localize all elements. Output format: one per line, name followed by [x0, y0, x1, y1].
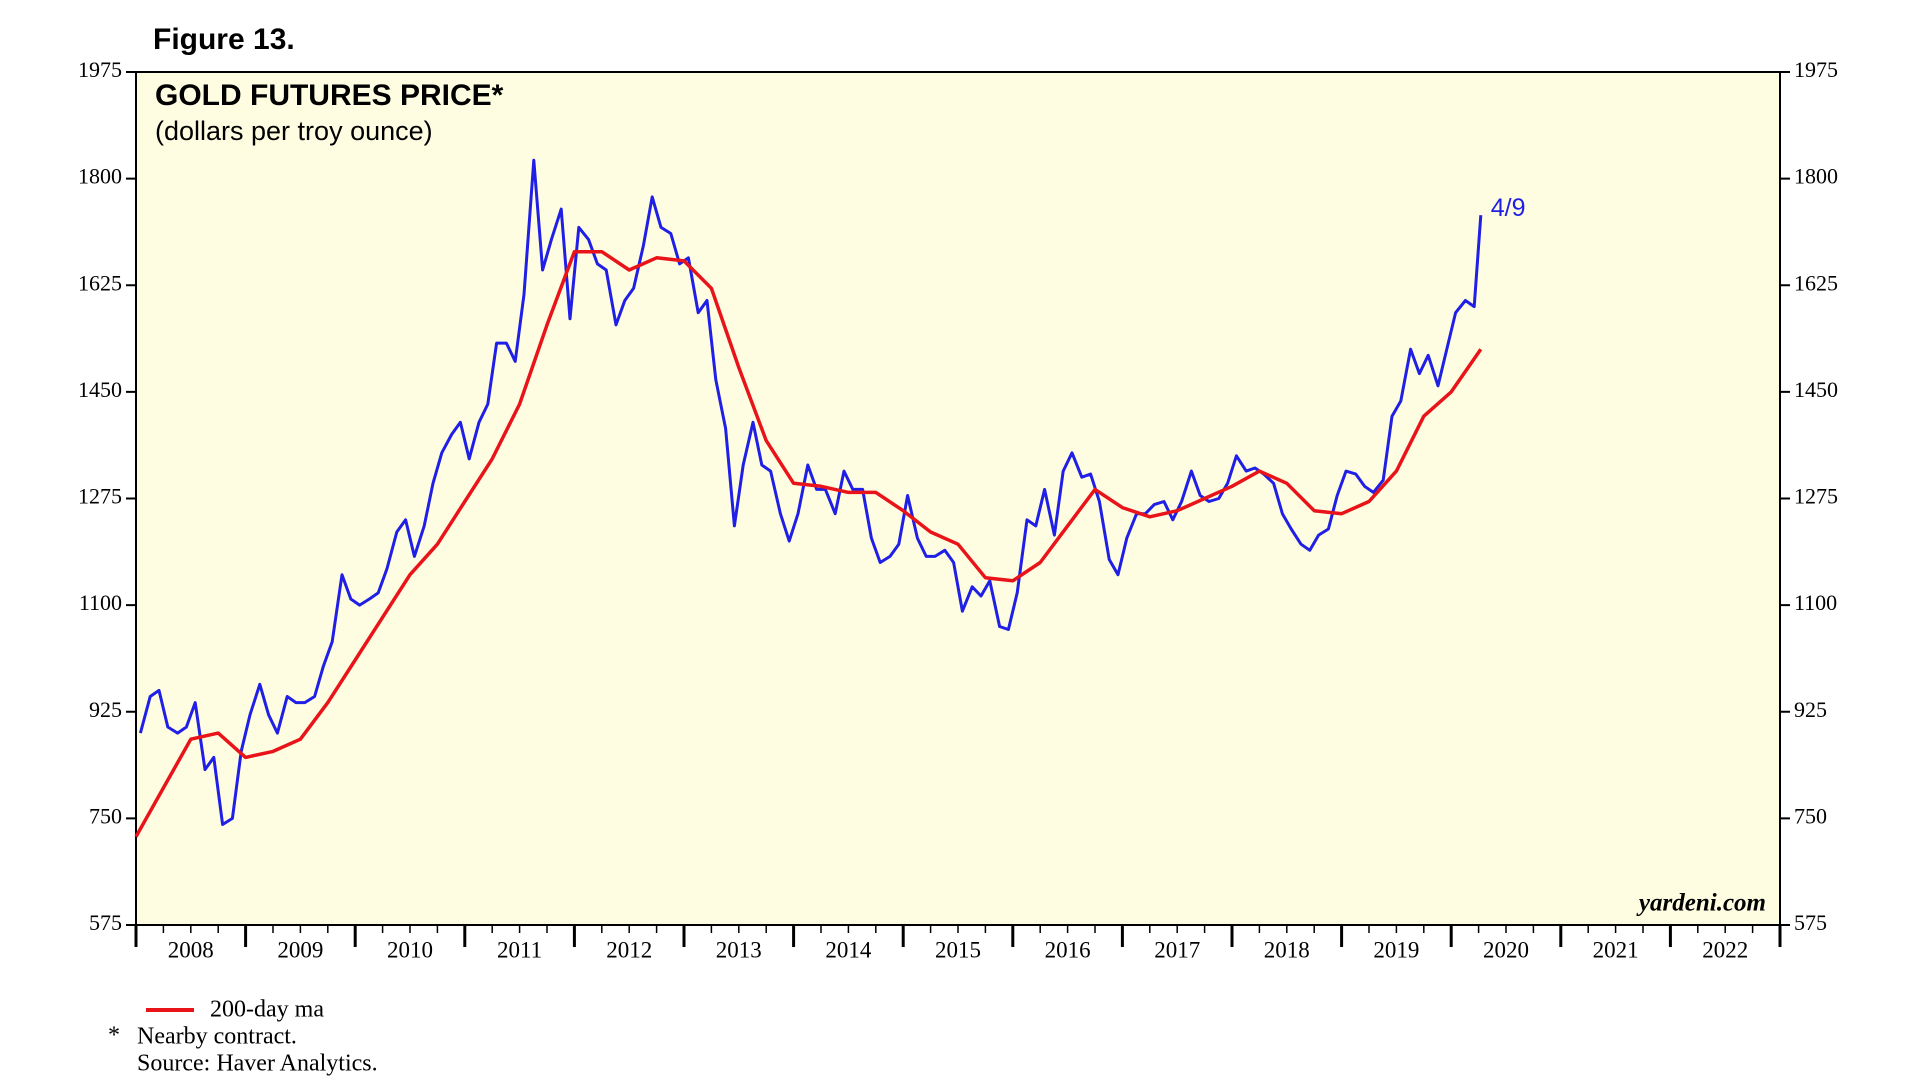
- y2-tick-label: 1800: [1794, 164, 1838, 189]
- y-tick-label: 1625: [78, 270, 122, 295]
- y-tick-label: 575: [89, 910, 122, 935]
- y-tick-label: 1100: [79, 590, 122, 615]
- y-tick-label: 925: [89, 697, 122, 722]
- plot-area: 575 575 750 750 925 925 1100 1100 1275 1275 1450 14…: [78, 57, 1838, 962]
- x-tick-label: 2015: [935, 937, 981, 962]
- y2-tick-label: 1100: [1794, 590, 1837, 615]
- plot-background: [135, 71, 1781, 926]
- chart-subtitle: (dollars per troy ounce): [155, 116, 433, 146]
- x-tick-label: 2022: [1702, 937, 1748, 962]
- y2-tick-label: 1975: [1794, 57, 1838, 82]
- y-tick-label: 1800: [78, 164, 122, 189]
- x-tick-label: 2011: [497, 937, 542, 962]
- x-tick-label: 2019: [1373, 937, 1419, 962]
- x-tick-label: 2020: [1483, 937, 1529, 962]
- x-tick-label: 2013: [716, 937, 762, 962]
- y-tick-label: 1275: [78, 484, 122, 509]
- y2-tick-label: 750: [1794, 803, 1827, 828]
- y2-tick-label: 1625: [1794, 270, 1838, 295]
- x-tick-label: 2008: [168, 937, 214, 962]
- x-tick-label: 2018: [1264, 937, 1310, 962]
- watermark: yardeni.com: [1636, 890, 1766, 917]
- y2-tick-label: 925: [1794, 697, 1827, 722]
- x-tick-label: 2010: [387, 937, 433, 962]
- legend-label: 200-day ma: [210, 997, 324, 1023]
- y-tick-label: 1975: [78, 57, 122, 82]
- x-tick-label: 2016: [1045, 937, 1091, 962]
- series-line: [134, 249, 1483, 838]
- footnote: Nearby contract.: [137, 1024, 297, 1050]
- source-note: Source: Haver Analytics.: [137, 1051, 378, 1077]
- y2-tick-label: 1275: [1794, 484, 1838, 509]
- x-tick-label: 2009: [277, 937, 323, 962]
- x-tick-label: 2012: [606, 937, 652, 962]
- figure-label: Figure 13.: [153, 23, 295, 56]
- x-tick-label: 2017: [1154, 937, 1200, 962]
- chart-title: GOLD FUTURES PRICE*: [155, 79, 504, 112]
- y2-tick-label: 575: [1794, 910, 1827, 935]
- footnote-marker: *: [108, 1023, 120, 1049]
- annotation: 4/9: [1491, 194, 1526, 222]
- x-tick-label: 2014: [825, 937, 872, 962]
- y-tick-label: 1450: [78, 377, 122, 402]
- y-tick-label: 750: [89, 803, 122, 828]
- y2-tick-label: 1450: [1794, 377, 1838, 402]
- x-tick-label: 2021: [1593, 937, 1639, 962]
